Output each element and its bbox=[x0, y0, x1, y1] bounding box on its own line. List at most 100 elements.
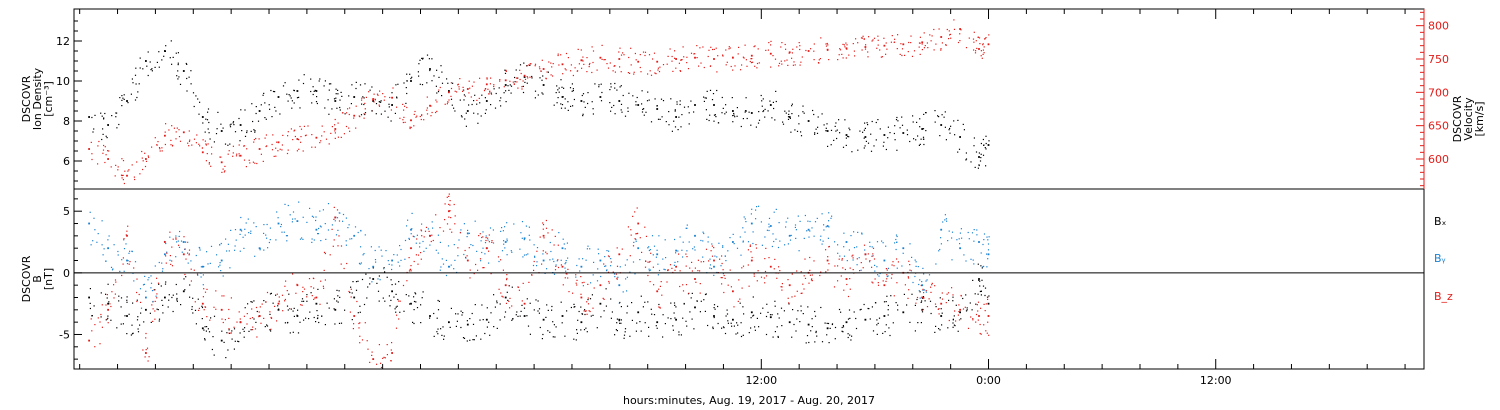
trace-dot-velocity bbox=[982, 49, 984, 51]
trace-dot-b0 bbox=[369, 283, 371, 285]
trace-dot-velocity bbox=[799, 64, 801, 66]
trace-dot-density bbox=[763, 110, 765, 112]
trace-dot-b1 bbox=[364, 234, 366, 236]
trace-dot-b2 bbox=[348, 290, 350, 293]
trace-dot-b0 bbox=[128, 313, 130, 315]
trace-dot-b2 bbox=[803, 275, 805, 277]
trace-dot-b1 bbox=[787, 243, 789, 245]
trace-dot-b0 bbox=[723, 327, 725, 329]
trace-dot-b2 bbox=[101, 326, 103, 328]
trace-dot-b0 bbox=[618, 320, 620, 322]
trace-dot-b0 bbox=[466, 340, 468, 342]
trace-dot-b1 bbox=[635, 238, 637, 241]
trace-dot-b0 bbox=[935, 306, 937, 308]
trace-dot-b1 bbox=[502, 230, 504, 232]
trace-dot-b2 bbox=[101, 304, 103, 306]
trace-dot-velocity bbox=[965, 47, 968, 49]
trace-dot-b2 bbox=[583, 281, 585, 283]
trace-dot-b2 bbox=[972, 319, 974, 321]
trace-dot-b2 bbox=[547, 232, 549, 234]
trace-dot-b0 bbox=[952, 319, 954, 321]
trace-dot-velocity bbox=[781, 42, 783, 44]
trace-dot-b2 bbox=[188, 249, 191, 251]
trace-dot-density bbox=[316, 102, 318, 105]
trace-dot-b1 bbox=[415, 242, 417, 244]
trace-dot-b2 bbox=[955, 320, 957, 322]
trace-dot-b1 bbox=[576, 264, 578, 267]
trace-dot-b1 bbox=[179, 230, 181, 233]
data-point-b1-29 bbox=[637, 247, 640, 250]
trace-dot-density bbox=[787, 116, 790, 118]
trace-dot-velocity bbox=[908, 41, 910, 44]
top-right-ylabel-line-3: [km/s] bbox=[1473, 101, 1486, 136]
trace-dot-density bbox=[410, 77, 412, 80]
trace-dot-b2 bbox=[699, 292, 701, 294]
trace-dot-velocity bbox=[208, 163, 210, 165]
trace-dot-b1 bbox=[773, 240, 775, 243]
trace-dot-velocity bbox=[528, 64, 530, 66]
trace-dot-velocity bbox=[157, 141, 159, 143]
trace-dot-density bbox=[103, 117, 105, 119]
trace-dot-b2 bbox=[412, 235, 414, 237]
top-panel-frame bbox=[73, 8, 1425, 190]
data-point-density-11 bbox=[296, 90, 299, 92]
trace-dot-velocity bbox=[176, 127, 178, 129]
trace-dot-density bbox=[290, 97, 292, 99]
data-point-b0-29 bbox=[637, 311, 640, 314]
trace-dot-density bbox=[339, 99, 341, 101]
trace-dot-velocity bbox=[669, 48, 671, 50]
trace-dot-velocity bbox=[489, 91, 491, 93]
trace-dot-b0 bbox=[799, 321, 801, 323]
trace-dot-density bbox=[209, 138, 211, 140]
trace-dot-b0 bbox=[636, 322, 638, 324]
trace-dot-b0 bbox=[479, 319, 481, 321]
trace-dot-density bbox=[341, 95, 343, 97]
trace-dot-b1 bbox=[546, 268, 548, 270]
trace-dot-velocity bbox=[894, 38, 896, 40]
trace-dot-density bbox=[252, 120, 254, 123]
trace-dot-density bbox=[348, 95, 350, 97]
trace-dot-b2 bbox=[562, 284, 564, 286]
trace-dot-b1 bbox=[435, 249, 437, 251]
trace-dot-density bbox=[893, 132, 895, 135]
trace-dot-density bbox=[711, 99, 714, 101]
trace-dot-b1 bbox=[385, 250, 387, 252]
trace-dot-b0 bbox=[308, 318, 310, 320]
data-point-velocity-2 bbox=[126, 174, 128, 177]
trace-dot-velocity bbox=[576, 70, 578, 72]
trace-dot-density bbox=[899, 127, 901, 129]
trace-dot-velocity bbox=[678, 62, 680, 64]
trace-dot-b1 bbox=[784, 244, 786, 246]
trace-dot-b1 bbox=[778, 222, 780, 224]
trace-dot-b0 bbox=[538, 308, 541, 310]
trace-dot-density bbox=[611, 106, 613, 108]
trace-dot-density bbox=[934, 110, 936, 112]
trace-dot-b1 bbox=[287, 204, 289, 207]
trace-dot-velocity bbox=[108, 150, 110, 152]
trace-dot-density bbox=[923, 143, 925, 146]
trace-dot-b1 bbox=[673, 264, 675, 266]
trace-dot-density bbox=[291, 107, 293, 109]
trace-dot-b1 bbox=[647, 247, 649, 249]
trace-dot-velocity bbox=[852, 43, 854, 45]
trace-dot-b2 bbox=[688, 292, 690, 294]
trace-dot-b1 bbox=[375, 261, 377, 263]
trace-dot-b0 bbox=[934, 331, 936, 333]
trace-dot-density bbox=[485, 109, 487, 111]
trace-dot-density bbox=[505, 90, 507, 92]
trace-dot-density bbox=[135, 83, 137, 85]
trace-dot-b2 bbox=[276, 293, 278, 295]
trace-dot-velocity bbox=[715, 47, 717, 49]
trace-dot-velocity bbox=[604, 59, 606, 61]
trace-dot-b2 bbox=[435, 214, 437, 216]
trace-dot-b2 bbox=[827, 256, 829, 258]
trace-dot-b0 bbox=[132, 302, 134, 304]
trace-dot-b0 bbox=[922, 296, 925, 298]
trace-dot-density bbox=[232, 122, 234, 124]
trace-dot-b2 bbox=[667, 269, 669, 271]
trace-dot-b0 bbox=[847, 333, 849, 335]
trace-dot-velocity bbox=[930, 40, 932, 42]
trace-dot-b2 bbox=[580, 276, 582, 278]
trace-dot-b2 bbox=[270, 328, 272, 330]
trace-dot-b0 bbox=[584, 309, 586, 311]
